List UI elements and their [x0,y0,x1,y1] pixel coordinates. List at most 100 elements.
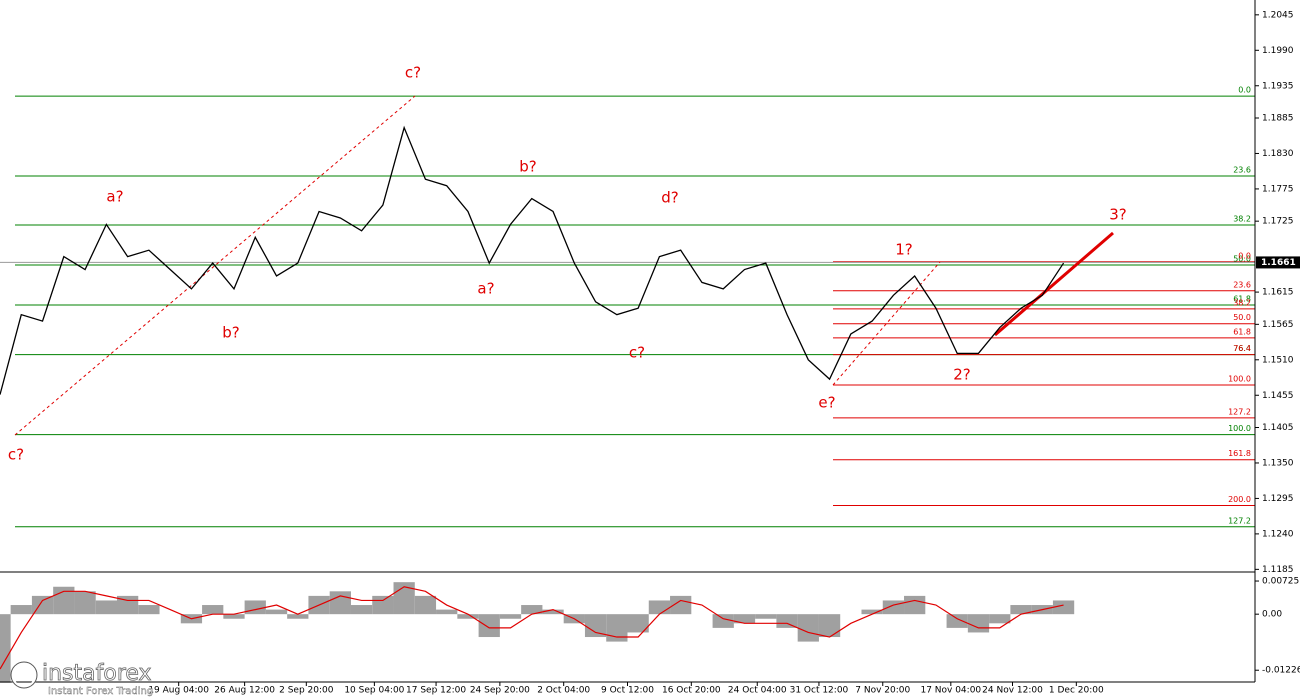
fib-label: 23.6 [1233,280,1251,289]
watermark-brand: instaforex [42,661,152,686]
x-tick-label: 24 Sep 20:00 [470,686,530,696]
current-price-label: 1.1661 [1261,258,1296,268]
x-tick-label: 31 Oct 12:00 [790,686,849,696]
y-tick-label: 1.1185 [1262,565,1294,575]
histogram-bar [1052,600,1075,615]
wave-label: c? [629,344,645,362]
histogram-bar [946,614,968,628]
histogram-bar [606,614,628,642]
histogram-bar [414,595,437,615]
histogram-bar [0,614,11,683]
wave-label: e? [818,394,835,412]
x-tick-label: 2 Oct 04:00 [537,686,590,696]
y-tick-label: 0.00725 [1262,577,1299,587]
x-tick-label: 24 Oct 04:00 [728,686,787,696]
fib-label: 0.0 [1238,86,1251,95]
fib-label: 61.8 [1233,294,1251,303]
histogram-bar [818,614,841,638]
y-tick-label: 0.00 [1262,610,1282,620]
histogram-bar [350,605,373,615]
wave-label: b? [222,324,239,342]
y-tick-label: 1.1775 [1262,184,1294,194]
x-tick-label: 17 Sep 12:00 [406,686,466,696]
y-tick-label: 1.1350 [1262,458,1294,468]
histogram-bar [648,600,671,615]
wave-label: 2? [953,366,971,384]
y-tick-label: 1.1990 [1262,46,1294,56]
current-price-box [1256,256,1300,269]
wave-label: c? [8,446,24,464]
y-tick-label: 1.1935 [1262,81,1294,91]
wave-label: a? [477,280,494,298]
fib-label: 38.2 [1233,298,1251,307]
x-tick-label: 26 Aug 12:00 [214,686,275,696]
logo [10,661,38,689]
histogram-bar [797,614,819,642]
histogram-bar [265,609,288,615]
fib-label: 76.4 [1233,344,1251,353]
x-tick-label: 2 Sep 20:00 [279,686,334,696]
histogram-bar [31,595,54,615]
wave-label: c? [405,64,421,82]
y-tick-label: 1.1565 [1262,320,1294,330]
histogram-bar [521,605,543,615]
histogram-bar [138,605,160,615]
histogram-bar [542,609,564,615]
histogram-bar [712,614,734,628]
histogram-bar [670,595,692,615]
x-tick-label: 7 Nov 20:00 [855,686,910,696]
histogram-bar [329,591,351,615]
y-tick-label: 1.1510 [1262,355,1294,365]
wave-label: d? [661,189,678,207]
histogram-bar [436,609,458,615]
x-tick-label: 16 Oct 20:00 [662,686,721,696]
histogram-bar [244,600,266,615]
fib-label: 0.0 [1238,251,1251,260]
histogram-bar [967,614,990,633]
x-tick-label: 9 Oct 12:00 [601,686,654,696]
histogram-bar [733,614,756,624]
wave-label: 1? [895,241,913,259]
histogram-bar [478,614,500,638]
watermark-tagline: Instant Forex Trading [48,686,153,697]
wave-label: a? [106,188,123,206]
histogram-bar [223,614,245,619]
y-tick-label: 1.1615 [1262,288,1294,298]
fib-label: 161.8 [1228,449,1251,458]
fib-label: 50.0 [1233,255,1251,264]
fib-label: 23.6 [1233,166,1251,175]
price-line [0,125,1065,395]
signal-line [0,586,1064,670]
fib-label: 76.4 [1233,344,1251,353]
fib-label: 100.0 [1228,424,1251,433]
y-tick-label: 1.1830 [1262,149,1294,159]
y-tick-label: -0.01226 [1262,666,1300,676]
x-tick-label: 19 Aug 04:00 [148,686,209,696]
fib-label: 61.8 [1233,327,1251,336]
histogram-bar [776,614,798,628]
y-tick-label: 1.2045 [1262,10,1294,20]
histogram-bar [95,600,117,615]
fib-label: 38.2 [1233,215,1251,224]
watermark: instaforex Instant Forex Trading [10,661,153,697]
histogram-bar [1010,605,1032,615]
histogram-bar [287,614,309,619]
histogram-bar [10,605,32,615]
histogram-bar [499,614,522,619]
histogram-bar [882,600,905,615]
x-tick-label: 1 Dec 20:00 [1049,686,1104,696]
histogram-bar [989,614,1011,624]
x-tick-label: 10 Sep 04:00 [344,686,404,696]
y-tick-label: 1.1455 [1262,391,1294,401]
y-tick-label: 1.1885 [1262,113,1294,123]
fib-label: 100.0 [1228,374,1251,383]
x-tick-label: 24 Nov 12:00 [982,686,1043,696]
x-tick-label: 17 Nov 04:00 [920,686,981,696]
histogram-bar [202,605,224,615]
y-tick-label: 1.1240 [1262,529,1294,539]
histogram-bar [904,595,926,615]
histogram-bar [755,614,777,619]
wave-label: b? [519,158,536,176]
